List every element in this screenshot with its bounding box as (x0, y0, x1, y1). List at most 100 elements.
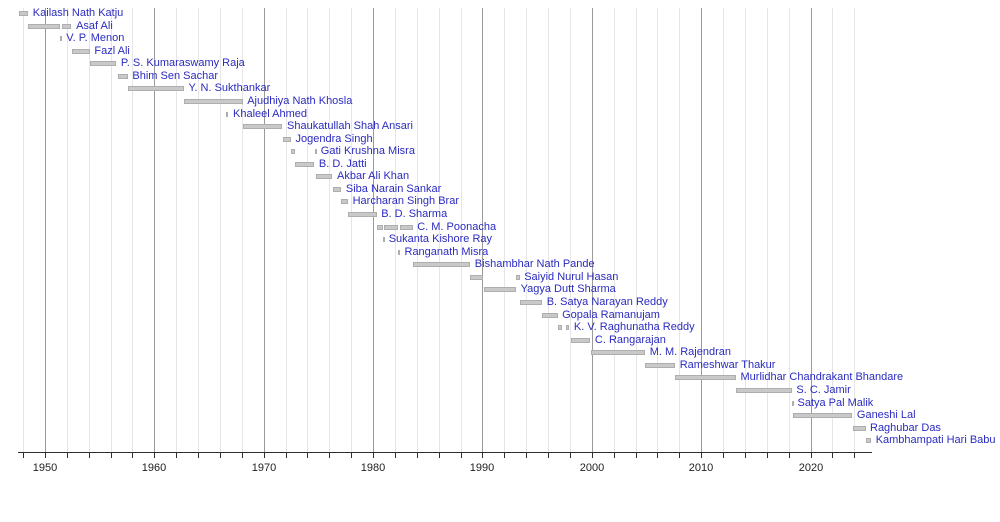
gridline (745, 8, 746, 452)
tenure-bar (558, 325, 562, 330)
tenure-bar (28, 24, 60, 29)
axis-tick (220, 453, 221, 458)
tenure-bar (865, 438, 872, 443)
gridline (636, 8, 637, 452)
axis-tick (198, 453, 199, 458)
axis-tick (767, 453, 768, 458)
governor-name-link[interactable]: Saiyid Nurul Hasan (524, 271, 619, 283)
gridline (504, 8, 505, 452)
tenure-bar (793, 413, 853, 418)
gridline (679, 8, 680, 452)
axis-tick (789, 453, 790, 458)
gridline (286, 8, 287, 452)
tenure-bar (516, 275, 520, 280)
axis-tick-label: 2010 (688, 462, 714, 474)
tenure-bar (675, 375, 737, 380)
tenure-bar (412, 262, 471, 267)
gridline (176, 8, 177, 452)
tenure-bar (19, 11, 29, 16)
axis-tick (132, 453, 133, 458)
governor-name-link[interactable]: Y. N. Sukthankar (188, 82, 271, 94)
axis-tick (548, 453, 549, 458)
decade-gridline (264, 8, 265, 452)
governor-name-link[interactable]: Raghubar Das (870, 422, 941, 434)
axis-tick (723, 453, 724, 458)
axis-tick (264, 453, 265, 458)
governor-name-link[interactable]: Gopala Ramanujam (562, 309, 660, 321)
axis-tick (373, 453, 374, 458)
governor-name-link[interactable]: Ajudhiya Nath Khosla (247, 95, 353, 107)
gridline (657, 8, 658, 452)
axis-tick-label: 1990 (469, 462, 495, 474)
governor-name-link[interactable]: Asaf Ali (76, 20, 113, 32)
tenure-bar (376, 225, 383, 230)
gridline (242, 8, 243, 452)
axis-tick (23, 453, 24, 458)
tenure-bar (348, 212, 377, 217)
gridline (220, 8, 221, 452)
governor-name-link[interactable]: B. D. Sharma (381, 208, 448, 220)
axis-tick (395, 453, 396, 458)
tenure-bar (294, 162, 315, 167)
governor-name-link[interactable]: P. S. Kumaraswamy Raja (120, 57, 245, 69)
governor-name-link[interactable]: V. P. Menon (66, 32, 125, 44)
governor-name-link[interactable]: Khaleel Ahmed (233, 108, 307, 120)
governor-name-link[interactable]: K. V. Raghunatha Reddy (573, 321, 695, 333)
governor-name-link[interactable]: Yagya Dutt Sharma (520, 283, 616, 295)
gridline (351, 8, 352, 452)
tenure-bar (59, 36, 62, 41)
tenure-bar (226, 112, 229, 117)
gridline (461, 8, 462, 452)
axis-tick (286, 453, 287, 458)
axis-tick (307, 453, 308, 458)
governor-name-link[interactable]: C. Rangarajan (594, 334, 666, 346)
governor-name-link[interactable]: Shaukatullah Shah Ansari (287, 120, 413, 132)
governor-name-link[interactable]: Siba Narain Sankar (345, 183, 442, 195)
governor-name-link[interactable]: Ganeshi Lal (856, 409, 916, 421)
axis-tick (242, 453, 243, 458)
tenure-bar (118, 74, 128, 79)
governor-name-link[interactable]: B. Satya Narayan Reddy (546, 296, 668, 308)
gridline (548, 8, 549, 452)
tenure-bar (398, 250, 401, 255)
governor-name-link[interactable]: Harcharan Singh Brar (352, 195, 459, 207)
axis-tick (329, 453, 330, 458)
governor-name-link[interactable]: Bishambhar Nath Pande (474, 258, 595, 270)
governor-name-link[interactable]: Bhim Sen Sachar (132, 70, 218, 82)
governor-name-link[interactable]: Murlidhar Chandrakant Bhandare (740, 371, 904, 383)
governor-name-link[interactable]: Satya Pal Malik (797, 397, 874, 409)
governor-name-link[interactable]: Jogendra Singh (295, 133, 373, 145)
axis-tick (176, 453, 177, 458)
gridline (832, 8, 833, 452)
tenure-bar (542, 313, 558, 318)
gridline (417, 8, 418, 452)
axis-tick (67, 453, 68, 458)
gridline (723, 8, 724, 452)
axis-tick (636, 453, 637, 458)
governor-name-link[interactable]: Gati Krushna Misra (320, 145, 415, 157)
governor-name-link[interactable]: C. M. Poonacha (417, 221, 497, 233)
governor-name-link[interactable]: Kambhampati Hari Babu (875, 434, 996, 446)
governor-name-link[interactable]: Akbar Ali Khan (337, 170, 410, 182)
gridline (329, 8, 330, 452)
gridline (570, 8, 571, 452)
axis-tick-label: 1980 (360, 462, 386, 474)
axis-tick (45, 453, 46, 458)
tenure-bar (590, 350, 646, 355)
governor-name-link[interactable]: Fazl Ali (94, 45, 130, 57)
axis-tick (657, 453, 658, 458)
tenure-bar (291, 149, 295, 154)
tenure-bar (852, 426, 866, 431)
tenure-bar (316, 174, 333, 179)
axis-tick (439, 453, 440, 458)
axis-tick-label: 2020 (798, 462, 824, 474)
governor-name-link[interactable]: S. C. Jamir (796, 384, 851, 396)
governor-name-link[interactable]: B. D. Jatti (318, 158, 367, 170)
governor-name-link[interactable]: Ranganath Misra (404, 246, 489, 258)
governor-name-link[interactable]: M. M. Rajendran (649, 346, 731, 358)
governor-name-link[interactable]: Kailash Nath Katju (32, 7, 124, 19)
governor-name-link[interactable]: Sukanta Kishore Ray (388, 233, 493, 245)
axis-tick (832, 453, 833, 458)
governor-name-link[interactable]: Rameshwar Thakur (679, 359, 776, 371)
